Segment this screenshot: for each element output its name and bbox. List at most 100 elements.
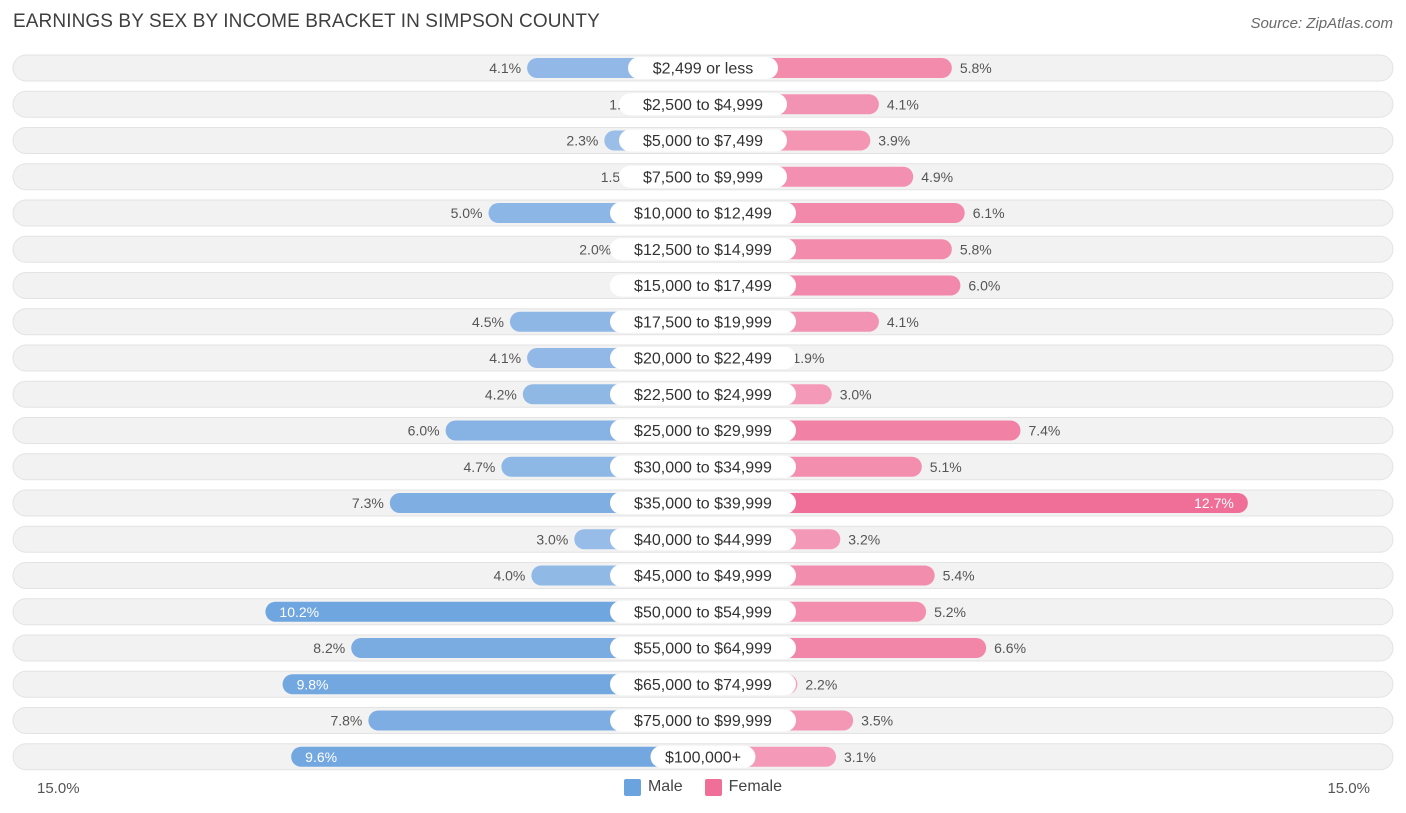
category-pill	[610, 455, 796, 478]
category-pill	[610, 310, 796, 333]
female-value-label: 4.1%	[887, 96, 919, 112]
male-bar	[265, 601, 703, 622]
bar-row: 4.1% 5.8% $2,499 or less	[12, 54, 1394, 82]
category-pill	[610, 238, 796, 261]
male-bar	[282, 674, 703, 695]
male-value-label: 4.1%	[489, 60, 521, 76]
male-value-label: 7.8%	[330, 713, 362, 729]
female-value-label: 3.2%	[848, 531, 880, 547]
male-value-label: 2.0%	[579, 241, 611, 257]
female-value-label: 5.2%	[934, 604, 966, 620]
category-pill	[619, 165, 787, 188]
female-value-label: 7.4%	[1028, 423, 1060, 439]
male-value-label: 4.2%	[485, 386, 517, 402]
female-value-label: 1.9%	[793, 350, 825, 366]
category-label: $15,000 to $17,499	[634, 278, 772, 295]
category-pill	[610, 383, 796, 406]
bar-row: 7.8% 3.5% $75,000 to $99,999	[12, 707, 1394, 734]
category-pill	[610, 492, 796, 514]
male-bar	[291, 746, 703, 767]
category-label: $65,000 to $74,999	[634, 677, 772, 694]
bar-row: 2.0% 5.8% $12,500 to $14,999	[12, 235, 1394, 263]
male-value-label: 3.0%	[536, 531, 568, 547]
male-value-label: 4.1%	[489, 350, 521, 366]
category-label: $50,000 to $54,999	[634, 604, 772, 621]
female-value-label: 4.9%	[921, 169, 953, 185]
female-value-label: 6.0%	[968, 278, 1000, 294]
axis-right-label: 15.0%	[1327, 780, 1370, 797]
category-pill	[610, 709, 796, 732]
male-value-label: 5.0%	[451, 205, 483, 221]
male-swatch-icon	[623, 778, 641, 796]
category-pill	[610, 528, 796, 551]
female-value-label: 12.7%	[1194, 495, 1234, 511]
male-value-label: 8.2%	[313, 640, 345, 656]
category-pill	[610, 419, 796, 442]
bar-row: 0.54%6.0%$15,000 to $17,499	[12, 272, 1394, 299]
category-pill	[610, 564, 796, 587]
female-value-label: 5.4%	[943, 568, 975, 584]
bar-row: 1.3%4.1%$2,500 to $4,999	[12, 90, 1394, 118]
category-pill	[619, 129, 787, 152]
female-value-label: 3.1%	[844, 749, 876, 765]
category-label: $45,000 to $49,999	[634, 568, 772, 585]
category-label: $35,000 to $39,999	[634, 496, 772, 513]
male-value-label: 10.2%	[279, 604, 319, 620]
male-value-label: 4.5%	[472, 314, 504, 330]
category-pill	[610, 347, 796, 369]
category-label: $10,000 to $12,499	[634, 206, 772, 223]
female-value-label: 3.9%	[878, 133, 910, 149]
category-pill	[628, 57, 778, 79]
category-label: $22,500 to $24,999	[634, 387, 772, 404]
bar-row: 4.5% 4.1% $17,500 to $19,999	[12, 308, 1394, 336]
category-pill	[610, 202, 796, 224]
female-bar	[703, 493, 1248, 513]
bar-row: 10.2% 5.2% $50,000 to $54,999	[12, 598, 1394, 626]
bar-row: 5.0% 6.1% $10,000 to $12,499	[12, 199, 1394, 227]
category-pill	[610, 274, 796, 297]
category-label: $2,500 to $4,999	[643, 97, 763, 114]
female-value-label: 5.1%	[930, 459, 962, 475]
legend: Male Female	[0, 778, 1406, 796]
bar-row: 1.5% 4.9%$7,500 to $9,999	[12, 163, 1394, 191]
category-label: $75,000 to $99,999	[634, 713, 772, 730]
bar-row: 7.3% 12.7% $35,000 to $39,999	[12, 489, 1394, 517]
category-pill	[619, 93, 787, 116]
category-label: $17,500 to $19,999	[634, 314, 772, 331]
bar-row: 3.0% 3.2% $40,000 to $44,999	[12, 525, 1394, 553]
female-value-label: 3.5%	[861, 713, 893, 729]
female-value-label: 6.1%	[973, 205, 1005, 221]
male-value-label: 4.0%	[493, 568, 525, 584]
male-value-label: 9.6%	[305, 749, 337, 765]
chart-area: 4.1%5.8%$2,499 or less1.3%4.1%$2,500 to …	[12, 54, 1394, 771]
category-pill	[610, 637, 796, 659]
category-label: $40,000 to $44,999	[634, 532, 772, 549]
legend-female-label: Female	[728, 778, 783, 795]
category-label: $30,000 to $34,999	[634, 459, 772, 476]
female-value-label: 6.6%	[994, 640, 1026, 656]
legend-item-male[interactable]: Male	[623, 778, 683, 796]
bar-row: 4.2% 3.0% $22,500 to $24,999	[12, 380, 1394, 408]
bar-row: 6.0% 7.4% $25,000 to $29,999	[12, 417, 1394, 444]
male-value-label: 4.7%	[463, 459, 495, 475]
category-label: $55,000 to $64,999	[634, 641, 772, 658]
source-label: Source: ZipAtlas.com	[1250, 15, 1393, 32]
bar-row: 9.8% 2.2% $65,000 to $74,999	[12, 670, 1394, 698]
legend-item-female[interactable]: Female	[704, 778, 783, 796]
male-value-label: 6.0%	[408, 423, 440, 439]
male-value-label: 7.3%	[352, 495, 384, 511]
category-pill	[650, 745, 756, 768]
bar-row: 4.1% 1.9% $20,000 to $22,499	[12, 344, 1394, 372]
male-value-label: 9.8%	[297, 676, 329, 692]
category-pill	[610, 600, 796, 623]
female-value-label: 5.8%	[960, 241, 992, 257]
male-value-label: 2.3%	[566, 133, 598, 149]
bar-row: 4.0% 5.4% $45,000 to $49,999	[12, 562, 1394, 589]
category-label: $25,000 to $29,999	[634, 423, 772, 440]
category-label: $7,500 to $9,999	[643, 169, 763, 186]
chart-title: EARNINGS BY SEX BY INCOME BRACKET IN SIM…	[13, 11, 600, 32]
female-value-label: 2.2%	[805, 676, 837, 692]
category-label: $100,000+	[665, 749, 741, 766]
category-label: $2,499 or less	[653, 61, 754, 78]
female-value-label: 3.0%	[840, 386, 872, 402]
